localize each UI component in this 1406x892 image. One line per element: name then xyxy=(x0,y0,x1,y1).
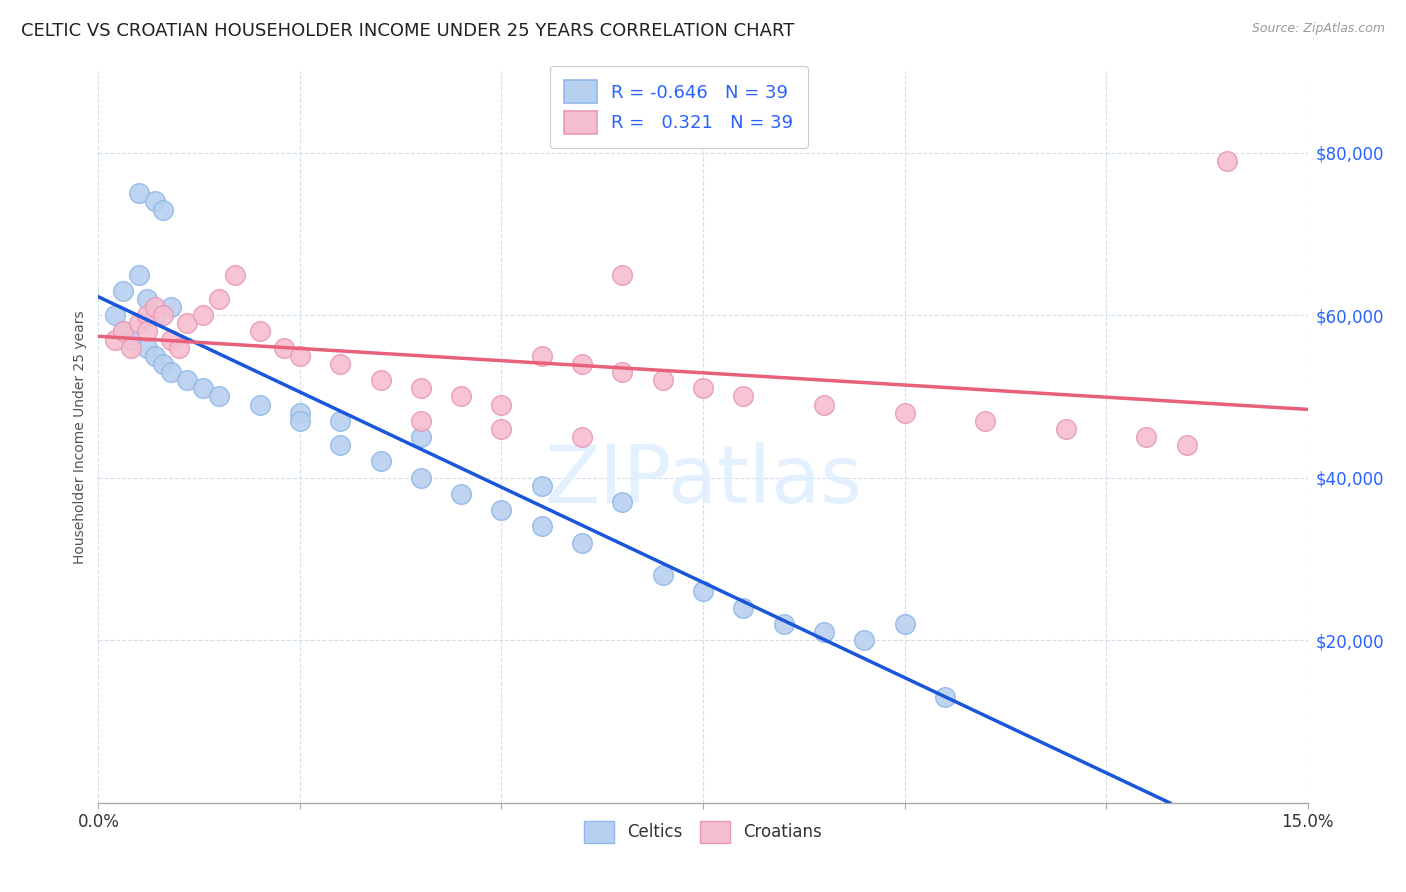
Point xyxy=(143,349,166,363)
Point xyxy=(409,471,432,485)
Point xyxy=(111,284,134,298)
Point xyxy=(491,503,513,517)
Point xyxy=(692,381,714,395)
Point xyxy=(450,487,472,501)
Point xyxy=(571,535,593,549)
Point xyxy=(128,186,150,201)
Point xyxy=(530,349,553,363)
Point xyxy=(288,349,311,363)
Point xyxy=(329,414,352,428)
Point xyxy=(143,194,166,209)
Point xyxy=(1054,422,1077,436)
Point xyxy=(128,268,150,282)
Point xyxy=(329,438,352,452)
Point xyxy=(733,600,755,615)
Point xyxy=(651,373,673,387)
Point xyxy=(111,325,134,339)
Point xyxy=(176,373,198,387)
Point xyxy=(120,333,142,347)
Point xyxy=(288,414,311,428)
Point xyxy=(733,389,755,403)
Point xyxy=(152,357,174,371)
Point xyxy=(160,300,183,314)
Point xyxy=(813,398,835,412)
Point xyxy=(409,430,432,444)
Point xyxy=(893,406,915,420)
Point xyxy=(208,389,231,403)
Point xyxy=(1216,153,1239,168)
Point xyxy=(249,325,271,339)
Point xyxy=(692,584,714,599)
Point xyxy=(530,519,553,533)
Point xyxy=(772,617,794,632)
Point xyxy=(813,625,835,640)
Point xyxy=(135,308,157,322)
Point xyxy=(409,414,432,428)
Legend: Celtics, Croatians: Celtics, Croatians xyxy=(578,814,828,849)
Point xyxy=(409,381,432,395)
Text: Source: ZipAtlas.com: Source: ZipAtlas.com xyxy=(1251,22,1385,36)
Point xyxy=(111,325,134,339)
Point xyxy=(273,341,295,355)
Point xyxy=(208,292,231,306)
Point xyxy=(128,316,150,330)
Point xyxy=(176,316,198,330)
Text: CELTIC VS CROATIAN HOUSEHOLDER INCOME UNDER 25 YEARS CORRELATION CHART: CELTIC VS CROATIAN HOUSEHOLDER INCOME UN… xyxy=(21,22,794,40)
Point xyxy=(143,308,166,322)
Point xyxy=(893,617,915,632)
Point xyxy=(288,406,311,420)
Point xyxy=(612,365,634,379)
Point xyxy=(974,414,997,428)
Point xyxy=(152,202,174,217)
Point xyxy=(530,479,553,493)
Point xyxy=(224,268,246,282)
Y-axis label: Householder Income Under 25 years: Householder Income Under 25 years xyxy=(73,310,87,564)
Point xyxy=(193,308,215,322)
Point xyxy=(329,357,352,371)
Point xyxy=(103,308,125,322)
Point xyxy=(135,341,157,355)
Point xyxy=(370,454,392,468)
Point xyxy=(103,333,125,347)
Point xyxy=(491,422,513,436)
Point xyxy=(1135,430,1157,444)
Point xyxy=(450,389,472,403)
Point xyxy=(193,381,215,395)
Text: ZIPatlas: ZIPatlas xyxy=(544,442,862,520)
Point xyxy=(612,495,634,509)
Point xyxy=(571,430,593,444)
Point xyxy=(249,398,271,412)
Point xyxy=(1175,438,1198,452)
Point xyxy=(370,373,392,387)
Point xyxy=(853,633,876,648)
Point xyxy=(612,268,634,282)
Point xyxy=(120,341,142,355)
Point xyxy=(152,308,174,322)
Point xyxy=(934,690,956,705)
Point xyxy=(135,292,157,306)
Point xyxy=(143,300,166,314)
Point xyxy=(491,398,513,412)
Point xyxy=(571,357,593,371)
Point xyxy=(651,568,673,582)
Point xyxy=(167,341,190,355)
Point xyxy=(160,333,183,347)
Point xyxy=(160,365,183,379)
Point xyxy=(135,325,157,339)
